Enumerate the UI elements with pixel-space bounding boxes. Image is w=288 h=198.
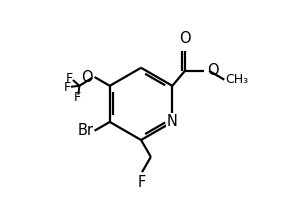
Text: F: F (138, 175, 146, 190)
Text: Br: Br (77, 123, 94, 138)
Text: O: O (179, 31, 191, 47)
Text: F: F (74, 91, 81, 104)
Text: N: N (167, 114, 178, 129)
Text: O: O (81, 69, 93, 85)
Text: F: F (66, 71, 73, 85)
Text: CH₃: CH₃ (225, 73, 249, 86)
Text: O: O (207, 63, 218, 78)
Text: F: F (64, 81, 71, 94)
